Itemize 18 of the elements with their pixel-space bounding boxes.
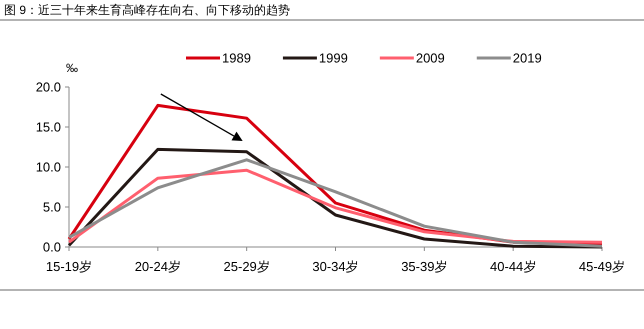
x-tick-label: 20-24岁	[134, 259, 181, 274]
y-tick-label: 15.0	[36, 120, 61, 134]
y-axis-title: ‰	[66, 61, 78, 75]
x-tick-label: 15-19岁	[46, 259, 92, 274]
legend-label: 2019	[512, 50, 542, 66]
y-tick-label: 10.0	[36, 160, 61, 174]
y-tick-label: 0.0	[42, 240, 61, 254]
y-tick-label: 20.0	[36, 80, 61, 94]
legend-label: 1999	[318, 50, 348, 66]
legend-label: 2009	[416, 50, 445, 66]
x-tick-label: 30-34岁	[312, 259, 359, 274]
x-tick-label: 45-49岁	[578, 259, 626, 274]
chart-title: 图 9：近三十年来生育高峰存在向右、向下移动的趋势	[4, 3, 290, 17]
x-tick-label: 35-39岁	[401, 259, 448, 274]
y-tick-label: 5.0	[42, 200, 61, 214]
x-tick-label: 25-29岁	[224, 259, 270, 274]
legend-label: 1989	[222, 50, 251, 66]
x-tick-label: 40-44岁	[490, 259, 536, 274]
